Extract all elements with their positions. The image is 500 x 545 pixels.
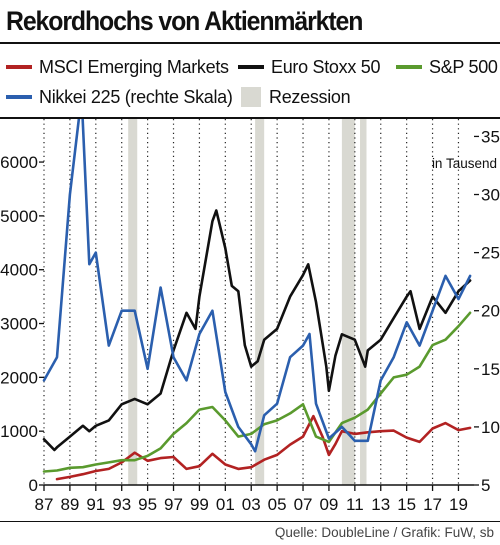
legend-label-sp500: S&P 500 <box>429 56 498 77</box>
y-left-tick-label: 0 <box>29 476 38 495</box>
legend: MSCI Emerging Markets Euro Stoxx 50 S&P … <box>0 52 500 112</box>
y-right-tick-label: 15 <box>481 360 500 379</box>
x-tick-label: 13 <box>371 495 390 514</box>
y-right-tick-label: 25 <box>481 244 500 263</box>
y-left-tick-label: 5000 <box>0 207 38 226</box>
y-left-tick-label: 3000 <box>0 315 38 334</box>
legend-item-nikkei: Nikkei 225 (rechte Skala) <box>6 84 233 110</box>
y-left-tick-label: 2000 <box>0 368 38 387</box>
source-note: Quelle: DoubleLine / Grafik: FuW, sb <box>274 525 494 540</box>
x-tick-label: 07 <box>294 495 313 514</box>
recession-band <box>360 119 367 485</box>
legend-rule <box>0 117 500 119</box>
legend-label-nikkei: Nikkei 225 (rechte Skala) <box>39 86 233 107</box>
series-lines <box>42 119 472 481</box>
legend-swatch-msci <box>6 65 32 69</box>
chart-title: Rekordhochs von Aktienmärkten <box>6 6 363 36</box>
x-tick-label: 17 <box>423 495 442 514</box>
series-line-nikkei-225-rechte-skala <box>42 119 472 453</box>
x-tick-label: 19 <box>449 495 468 514</box>
x-tick-label: 97 <box>164 495 183 514</box>
y-left-tick-label: 6000 <box>0 153 38 172</box>
legend-swatch-sp500 <box>396 65 422 69</box>
grid-lines <box>43 119 460 485</box>
line-chart: 87 89 91 93 95 97 99 01 03 05 07 09 11 13 15 17 19 0 1000 2… <box>0 119 500 514</box>
series-line-euro-stoxx-50 <box>42 209 472 452</box>
recession-band <box>341 119 355 485</box>
x-tick-label: 87 <box>35 495 54 514</box>
legend-label-euro-stoxx: Euro Stoxx 50 <box>271 56 381 77</box>
legend-item-sp500: S&P 500 <box>396 54 498 80</box>
legend-swatch-rezession <box>241 87 261 107</box>
legend-label-msci: MSCI Emerging Markets <box>39 56 229 77</box>
x-tick-label: 99 <box>190 495 209 514</box>
title-rule <box>0 42 500 44</box>
x-tick-label: 11 <box>346 495 364 514</box>
legend-swatch-nikkei <box>6 95 32 99</box>
footer-rule <box>0 521 500 522</box>
recession-band <box>128 119 138 485</box>
legend-swatch-euro-stoxx <box>238 65 264 69</box>
x-tick-label: 89 <box>60 495 79 514</box>
x-tick-label: 93 <box>112 495 131 514</box>
recession-band <box>255 119 265 485</box>
x-tick-label: 09 <box>319 495 338 514</box>
x-tick-label: 05 <box>268 495 287 514</box>
y-left-tick-label: 4000 <box>0 261 38 280</box>
y-right-tick-label: 20 <box>481 302 500 321</box>
recession-bands <box>128 119 367 485</box>
legend-item-rezession: Rezession <box>241 84 351 110</box>
y-right-tick-label: 5 <box>481 476 490 495</box>
legend-label-rezession: Rezession <box>269 86 351 107</box>
axes: 87 89 91 93 95 97 99 01 03 05 07 09 11 13 15 17 19 0 1000 2… <box>0 127 500 514</box>
x-tick-label: 15 <box>397 495 416 514</box>
legend-item-euro-stoxx: Euro Stoxx 50 <box>238 54 380 80</box>
right-axis-unit: in Tausend <box>432 156 497 171</box>
series-line-msci-emerging-markets <box>55 414 472 481</box>
legend-item-msci: MSCI Emerging Markets <box>6 54 229 80</box>
x-tick-label: 03 <box>242 495 261 514</box>
series-line-s-p-500 <box>42 311 472 473</box>
x-tick-label: 95 <box>138 495 157 514</box>
y-right-tick-label: 10 <box>481 418 500 437</box>
x-tick-label: 91 <box>86 495 105 514</box>
y-right-tick-label: 30 <box>481 186 500 205</box>
y-right-tick-label: 35 <box>481 127 500 146</box>
y-left-tick-label: 1000 <box>0 422 38 441</box>
x-tick-label: 01 <box>216 495 235 514</box>
